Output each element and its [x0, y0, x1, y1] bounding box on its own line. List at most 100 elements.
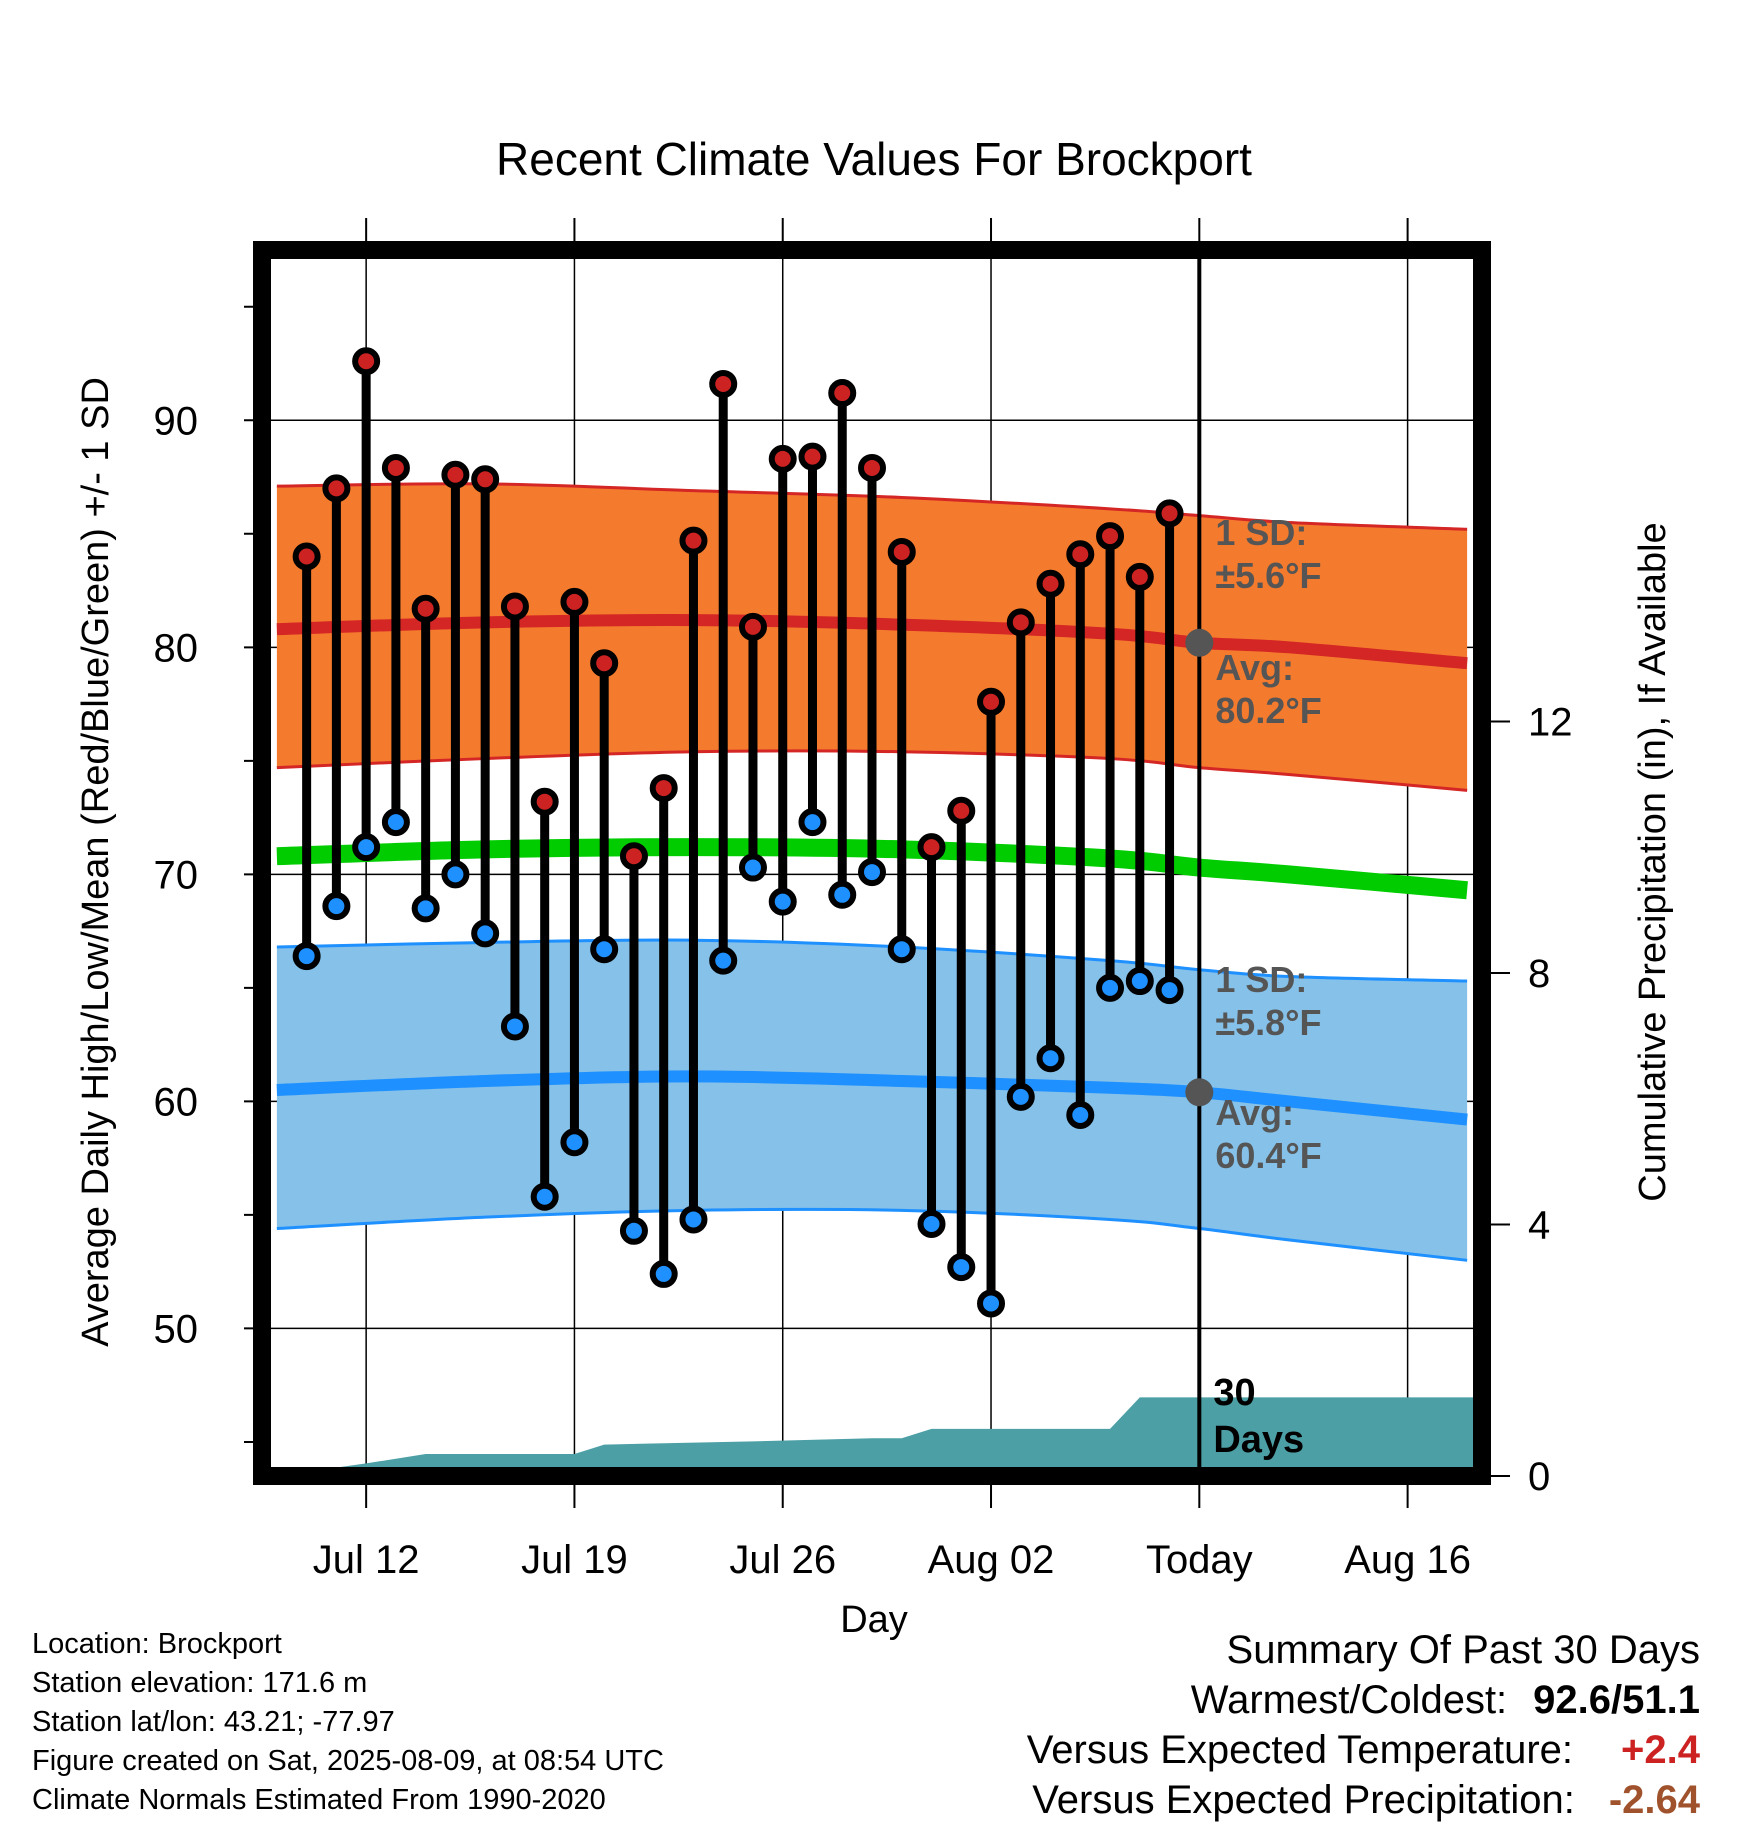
x-tick-label: Today	[1146, 1538, 1253, 1582]
daily-high-point	[738, 612, 767, 641]
daily-high-point	[768, 444, 797, 473]
daily-high-point	[441, 460, 470, 489]
y-tick-label-80: 80	[154, 626, 199, 670]
y2-tick-label-4: 4	[1528, 1204, 1550, 1248]
daily-high-point	[619, 842, 648, 871]
daily-low-point	[441, 860, 470, 889]
summary-title: Summary Of Past 30 Days	[1226, 1628, 1700, 1672]
high-avg-annotation-line2: 80.2°F	[1215, 690, 1321, 731]
precipitation-area	[276, 1397, 1482, 1476]
daily-high-point	[352, 347, 381, 376]
x-tick-label: Jul 12	[313, 1538, 420, 1582]
daily-high-point	[292, 542, 321, 571]
precipitation-anomaly-value: -2.64	[1608, 1778, 1700, 1822]
daily-low-point	[1036, 1044, 1065, 1073]
daily-high-point	[590, 649, 619, 678]
daily-low-point	[590, 935, 619, 964]
daily-observations	[292, 347, 1184, 1318]
normals-text: Climate Normals Estimated From 1990-2020	[32, 1784, 606, 1816]
daily-low-point	[858, 858, 886, 887]
plot-frame	[253, 241, 1491, 1485]
y2-tick-label-8: 8	[1528, 952, 1550, 996]
daily-low-point	[560, 1128, 589, 1157]
daily-low-point	[649, 1259, 678, 1288]
daily-low-point	[1006, 1082, 1035, 1111]
high-sd-annotation-line2: ±5.6°F	[1215, 555, 1321, 596]
daily-high-point	[411, 594, 440, 623]
created-text: Figure created on Sat, 2025-08-09, at 08…	[32, 1745, 664, 1777]
x-tick-label: Jul 26	[729, 1538, 836, 1582]
daily-low-point	[1125, 967, 1154, 996]
temperature-anomaly-label: Versus Expected Temperature:	[1026, 1728, 1574, 1772]
y2-tick-label-12: 12	[1528, 701, 1573, 745]
daily-low-point	[500, 1012, 529, 1041]
daily-low-point	[738, 853, 767, 882]
y-axis-label: Average Daily High/Low/Mean (Red/Blue/Gr…	[75, 377, 117, 1347]
daily-high-point	[947, 796, 976, 825]
low-avg-annotation-line1: Avg:	[1215, 1092, 1294, 1133]
today-days-label: Days	[1213, 1419, 1304, 1461]
daily-high-point	[798, 442, 827, 471]
daily-high-point	[858, 453, 886, 482]
latlon-text: Station lat/lon: 43.21; -77.97	[32, 1706, 395, 1738]
today-low-normal-dot	[1185, 1078, 1214, 1107]
x-tick-label: Aug 02	[928, 1538, 1055, 1582]
daily-low-point	[1155, 976, 1184, 1005]
daily-low-point	[798, 808, 827, 837]
daily-low-point	[381, 808, 410, 837]
daily-high-point	[530, 787, 559, 816]
daily-low-point	[352, 833, 381, 862]
daily-high-point	[1036, 569, 1065, 598]
daily-high-point	[560, 587, 589, 616]
daily-low-point	[1066, 1101, 1095, 1130]
daily-high-point	[887, 537, 916, 566]
y-tick-label-50: 50	[154, 1307, 199, 1351]
warmest-coldest-row: Warmest/Coldest: 92.6/51.1	[1027, 1675, 1700, 1725]
daily-high-point	[709, 369, 738, 398]
temperature-anomaly-row: Versus Expected Temperature: +2.4	[1027, 1725, 1700, 1775]
x-tick-label: Jul 19	[521, 1538, 628, 1582]
daily-low-point	[947, 1253, 976, 1282]
daily-low-point	[530, 1182, 559, 1211]
station-info: Location: Brockport Station elevation: 1…	[32, 1625, 664, 1820]
daily-high-point	[977, 687, 1006, 716]
y2-axis-label: Cumulative Precipitation (in), If Availa…	[1632, 522, 1674, 1201]
x-tick-label: Aug 16	[1344, 1538, 1471, 1582]
daily-low-point	[679, 1205, 708, 1234]
chart-title: Recent Climate Values For Brockport	[496, 133, 1252, 185]
daily-low-point	[887, 935, 916, 964]
high-sd-annotation-line1: 1 SD:	[1215, 512, 1307, 553]
daily-high-point	[917, 833, 946, 862]
daily-high-point	[1155, 499, 1184, 528]
daily-low-point	[1096, 973, 1125, 1002]
daily-low-point	[411, 894, 440, 923]
daily-high-point	[828, 379, 857, 408]
daily-low-point	[471, 919, 500, 948]
daily-high-point	[679, 526, 708, 555]
high-avg-annotation-line1: Avg:	[1215, 647, 1294, 688]
low-sd-annotation-line2: ±5.8°F	[1215, 1002, 1321, 1043]
y-tick-label-90: 90	[154, 399, 199, 443]
low-sd-annotation-line1: 1 SD:	[1215, 959, 1307, 1000]
y-tick-label-60: 60	[154, 1080, 199, 1124]
daily-low-point	[619, 1216, 648, 1245]
daily-high-point	[1066, 540, 1095, 569]
precipitation-anomaly-label: Versus Expected Precipitation:	[1032, 1778, 1575, 1822]
daily-high-point	[500, 592, 529, 621]
warmest-coldest-label: Warmest/Coldest:	[1190, 1678, 1508, 1722]
low-avg-annotation-line2: 60.4°F	[1215, 1135, 1321, 1176]
daily-high-point	[1006, 608, 1035, 637]
y2-tick-label-0: 0	[1528, 1455, 1550, 1499]
axes: 50 60 70 80 90 0 4 8 12 Jul 12 Jul 19 Jul 26 Aug 02 T…	[154, 218, 1573, 1582]
summary-panel: Summary Of Past 30 Days Warmest/Coldest:…	[1027, 1625, 1700, 1825]
daily-low-point	[322, 892, 351, 921]
location-text: Location: Brockport	[32, 1628, 282, 1660]
daily-low-point	[828, 880, 857, 909]
elevation-text: Station elevation: 171.6 m	[32, 1667, 368, 1699]
daily-high-point	[471, 465, 500, 494]
today-high-normal-dot	[1185, 628, 1214, 657]
daily-low-point	[768, 887, 797, 916]
today-marker: 30 Days	[1185, 250, 1304, 1476]
daily-low-point	[977, 1289, 1006, 1318]
